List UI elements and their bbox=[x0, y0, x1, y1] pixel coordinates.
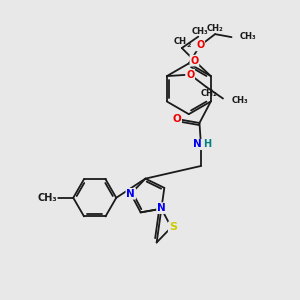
Text: CH: CH bbox=[174, 37, 187, 46]
Text: CH₃: CH₃ bbox=[37, 193, 57, 203]
Text: O: O bbox=[172, 114, 181, 124]
Text: O: O bbox=[196, 40, 204, 50]
Text: CH₃: CH₃ bbox=[240, 32, 256, 41]
Text: O: O bbox=[190, 56, 199, 66]
Text: N: N bbox=[193, 140, 202, 149]
Text: S: S bbox=[169, 222, 177, 232]
Text: CH₃: CH₃ bbox=[191, 27, 208, 36]
Text: CH₂: CH₂ bbox=[201, 88, 217, 98]
Text: O: O bbox=[186, 70, 194, 80]
Text: CH₂: CH₂ bbox=[207, 24, 224, 33]
Text: 2: 2 bbox=[186, 43, 191, 47]
Text: H: H bbox=[203, 140, 211, 149]
Text: N: N bbox=[126, 189, 135, 199]
Text: N: N bbox=[157, 203, 166, 213]
Text: CH₃: CH₃ bbox=[231, 96, 248, 105]
